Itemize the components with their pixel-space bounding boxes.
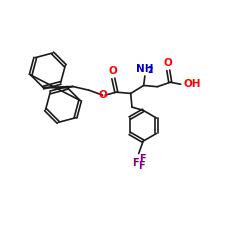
Text: NH: NH <box>136 64 154 74</box>
Text: 2: 2 <box>148 66 153 75</box>
Text: F: F <box>138 161 145 171</box>
Text: OH: OH <box>184 79 201 89</box>
Text: F: F <box>132 158 139 168</box>
Text: O: O <box>109 66 118 76</box>
Text: O: O <box>99 90 108 100</box>
Text: O: O <box>164 58 173 68</box>
Text: F: F <box>139 154 146 164</box>
